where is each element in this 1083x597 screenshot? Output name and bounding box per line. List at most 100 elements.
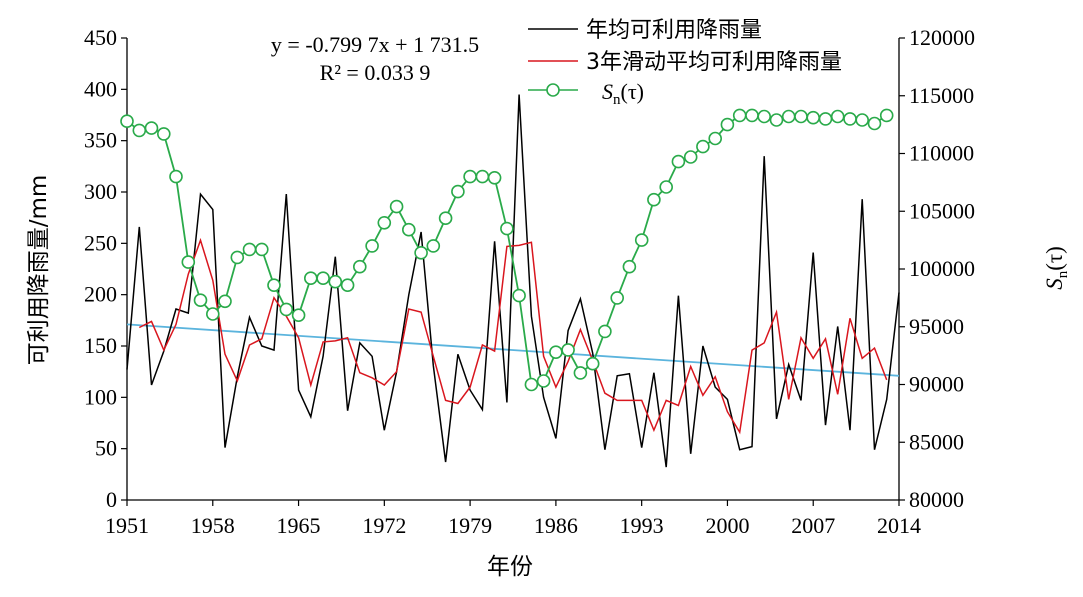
series-sn-point	[745, 108, 759, 123]
series-sn-point	[659, 180, 674, 194]
series-sn-point	[193, 293, 208, 308]
series-sn-point	[181, 255, 196, 269]
legend-label-moving-avg: 3年滑动平均可利用降雨量	[586, 50, 842, 75]
series-sn-point	[157, 127, 171, 141]
series-sn-point	[206, 307, 220, 321]
series-sn-point	[426, 239, 441, 253]
legend-label-annual: 年均可利用降雨量	[586, 18, 762, 43]
series-sn-point	[328, 274, 343, 289]
series-sn-point	[549, 345, 563, 360]
y-right-tick-label: 80000	[909, 487, 964, 512]
series-sn-point	[757, 109, 772, 124]
x-tick-label: 2000	[705, 513, 749, 538]
series-sn-point	[230, 250, 245, 265]
series-sn-point	[524, 377, 539, 392]
series-sn-point	[855, 113, 870, 127]
series-sn-point	[352, 259, 367, 274]
y-right-tick-label: 95000	[909, 314, 964, 339]
series-sn-point	[806, 110, 821, 125]
series-sn-point	[401, 222, 416, 237]
series-sn-point	[536, 374, 551, 388]
y-left-tick-label: 100	[84, 384, 117, 409]
series-sn-point	[818, 112, 833, 126]
series-sn-point	[475, 169, 490, 184]
y-left-tick-label: 400	[84, 76, 117, 101]
series-sn-point	[830, 109, 845, 124]
y-axis-right-title: Sn(τ)	[1042, 246, 1071, 290]
series-sn-point	[879, 108, 894, 123]
series-sn-point	[683, 150, 698, 164]
x-tick-label: 1958	[191, 513, 235, 538]
y-right-tick-label: 105000	[909, 198, 975, 223]
x-tick-label: 1986	[534, 513, 578, 538]
series-sn-point	[242, 242, 257, 257]
series-sn-point	[720, 117, 735, 132]
series-sn-point	[120, 114, 134, 128]
x-tick-label: 1951	[105, 513, 149, 538]
series-sn-point	[781, 109, 796, 124]
x-tick-label: 1972	[362, 513, 406, 538]
series-sn-point	[254, 242, 269, 257]
series-moving-avg-line	[138, 237, 888, 435]
series-sn-point	[573, 366, 588, 380]
y-left-tick-label: 50	[95, 436, 117, 461]
x-tick-label: 1965	[277, 513, 321, 538]
series-sn-point	[500, 221, 514, 236]
y-left-tick-label: 0	[106, 487, 117, 512]
series-sn-point	[169, 169, 183, 184]
series-sn-point	[647, 192, 661, 207]
y-right-tick-label: 115000	[909, 83, 974, 108]
series-sn-point	[598, 324, 612, 339]
series-sn-point	[414, 246, 428, 260]
y-left-tick-label: 200	[84, 282, 117, 307]
series-sn-point	[794, 109, 808, 124]
series-sn-point	[218, 294, 232, 309]
y-left-tick-label: 250	[84, 230, 117, 255]
series-sn-point	[634, 233, 649, 247]
series-sn-point	[512, 288, 526, 303]
y-left-tick-label: 350	[84, 128, 117, 153]
series-sn-point	[561, 343, 575, 357]
series-sn-point	[291, 308, 306, 323]
series-sn-point	[843, 112, 857, 126]
x-axis-title: 年份	[487, 554, 533, 580]
y-left-tick-label: 450	[84, 25, 117, 50]
series-layer	[120, 94, 900, 468]
series-sn-point	[769, 113, 784, 127]
series-sn-point	[389, 199, 404, 214]
y-left-tick-label: 150	[84, 333, 117, 358]
axes: 0 50 100 150 200 250 300 350 400 450 80000 85000 900…	[84, 25, 975, 538]
series-sn-point	[340, 278, 355, 293]
y-right-tick-label: 120000	[909, 25, 975, 50]
series-sn-point	[671, 154, 686, 169]
series-sn-point	[732, 108, 747, 123]
series-sn-point	[622, 259, 637, 274]
series-sn-point	[585, 356, 600, 371]
y-right-tick-label: 90000	[909, 372, 964, 397]
series-sn-point	[303, 271, 318, 286]
y-left-tick-label: 300	[84, 179, 117, 204]
x-tick-label: 2014	[877, 513, 921, 538]
series-annual-line	[126, 94, 900, 468]
legend-label-sn: Sn(τ)	[602, 79, 644, 108]
series-sn-point	[610, 291, 625, 305]
series-sn-point	[279, 302, 294, 317]
series-sn-point	[451, 184, 465, 199]
series-sn-point	[365, 239, 379, 253]
series-sn-point	[316, 271, 330, 286]
series-sn-point	[463, 169, 477, 184]
series-sn-point	[267, 278, 281, 293]
y-axis-left-title: 可利用降雨量/mm	[26, 175, 52, 366]
series-sn-point	[708, 131, 723, 146]
series-sn-point	[867, 116, 882, 131]
series-sn-point	[487, 171, 502, 185]
x-tick-label: 1993	[620, 513, 664, 538]
regression-equation: y = -0.799 7x + 1 731.5	[271, 32, 479, 57]
legend: 年均可利用降雨量 3年滑动平均可利用降雨量 Sn(τ)	[528, 18, 842, 108]
y-right-tick-label: 110000	[909, 141, 974, 166]
legend-marker-sn	[546, 83, 560, 97]
series-sn-point	[144, 121, 159, 135]
series-sn-point	[696, 139, 710, 154]
